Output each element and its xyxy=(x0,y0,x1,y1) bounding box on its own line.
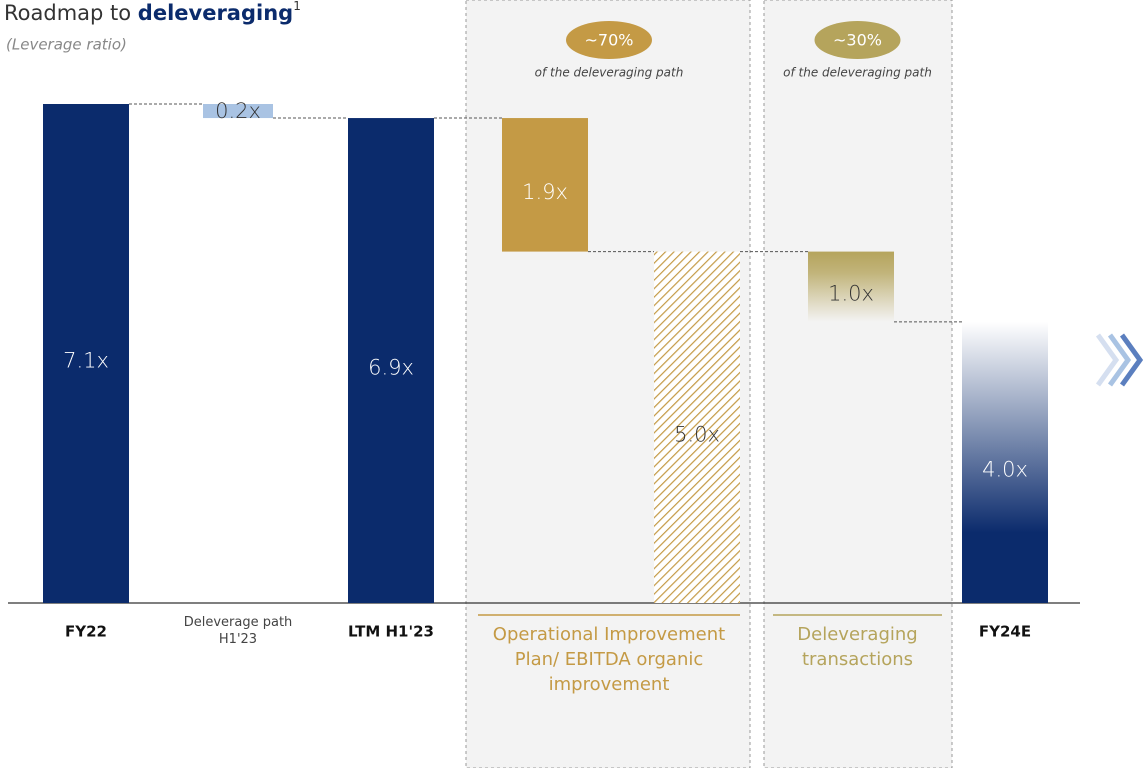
badge-note: of the deleveraging path xyxy=(783,66,932,80)
value-label: 4.0x xyxy=(982,457,1028,481)
x-tick-label: FY22 xyxy=(65,623,107,641)
value-label: 1.9x xyxy=(522,180,568,204)
x-tick-label-box: Deleverage path H1'23 xyxy=(183,615,293,647)
subtitle: (Leverage ratio) xyxy=(6,36,127,54)
chart-title: Roadmap to deleveraging1 xyxy=(4,0,301,25)
group-label-box: Deleveraging transactions xyxy=(797,624,918,670)
bar xyxy=(502,118,588,252)
value-label: 1.0x xyxy=(828,282,874,306)
badge-text: ~30% xyxy=(833,31,882,50)
group-label: Deleveraging transactions xyxy=(797,624,918,670)
badge xyxy=(566,21,652,59)
group-label-box: Operational Improvement Plan/ EBITDA org… xyxy=(492,624,726,695)
value-label: 7.1x xyxy=(63,349,109,373)
bar xyxy=(654,251,740,603)
x-tick-label: FY24E xyxy=(979,623,1031,641)
bar xyxy=(43,104,129,603)
bar xyxy=(962,321,1048,603)
chevrons xyxy=(1095,333,1144,387)
bar xyxy=(203,104,273,119)
value-label: 0.2x xyxy=(215,99,261,123)
group-label: Operational Improvement Plan/ EBITDA org… xyxy=(492,624,726,695)
group-panel xyxy=(763,0,953,768)
bar xyxy=(348,118,434,603)
x-tick-label: Deleverage path H1'23 xyxy=(183,615,293,647)
badge xyxy=(814,21,901,59)
value-label: 6.9x xyxy=(368,356,414,380)
value-label: 5.0x xyxy=(674,422,720,446)
badge-note: of the deleveraging path xyxy=(535,66,684,80)
bar xyxy=(808,251,894,322)
badge-text: ~70% xyxy=(585,31,634,50)
x-tick-label: LTM H1'23 xyxy=(348,623,434,641)
